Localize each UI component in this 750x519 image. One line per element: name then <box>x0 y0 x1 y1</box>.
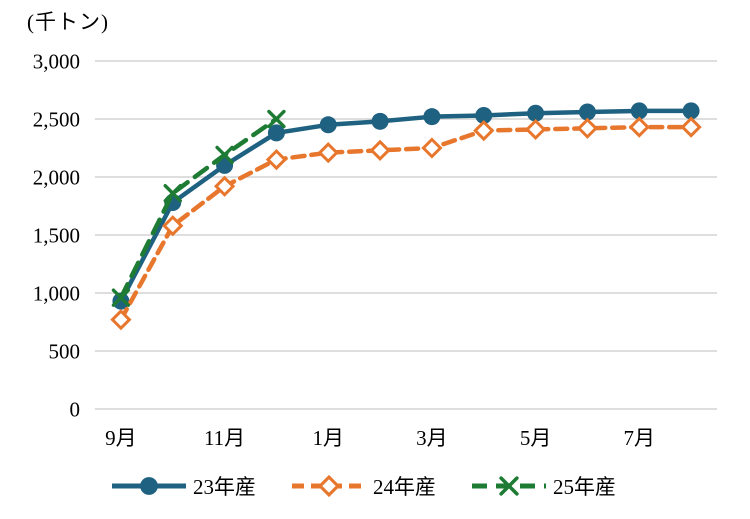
marker-diamond <box>524 118 547 141</box>
marker-diamond <box>265 148 288 171</box>
y-tick-label: 2,000 <box>33 166 80 190</box>
legend-label-25: 25年産 <box>553 475 616 499</box>
y-tick-label: 3,000 <box>33 50 80 74</box>
marker-x <box>163 184 182 203</box>
marker-circle <box>371 112 389 130</box>
marker-diamond <box>680 116 702 138</box>
y-tick-label: 500 <box>49 340 81 364</box>
series-line-1 <box>118 124 694 322</box>
marker-x <box>499 476 519 496</box>
marker-circle <box>319 116 337 134</box>
series-line-2 <box>118 116 279 300</box>
marker-diamond <box>576 117 599 139</box>
y-tick-label: 0 <box>70 398 81 422</box>
marker-x <box>267 109 286 129</box>
y-tick-label: 2,500 <box>33 108 80 132</box>
marker-diamond <box>473 119 495 142</box>
x-tick-label: 3月 <box>416 426 448 450</box>
marker-circle <box>682 102 700 120</box>
legend-label-23: 23年産 <box>193 475 256 499</box>
marker-x <box>111 288 131 307</box>
marker-diamond <box>162 215 184 237</box>
marker-circle <box>475 107 493 125</box>
legend-sample-23 <box>112 477 186 495</box>
y-axis-unit-label: (千トン) <box>27 10 109 34</box>
marker-diamond <box>110 309 132 331</box>
marker-diamond <box>317 142 339 164</box>
marker-diamond <box>369 139 391 161</box>
legend-sample-25 <box>472 476 546 496</box>
x-tick-label: 1月 <box>313 426 345 450</box>
legend-sample-24 <box>292 474 366 498</box>
marker-circle <box>527 104 545 122</box>
y-tick-label: 1,000 <box>33 282 80 306</box>
marker-diamond <box>213 175 236 197</box>
marker-circle <box>423 108 441 126</box>
marker-x <box>215 145 234 165</box>
marker-circle <box>578 103 596 121</box>
marker-diamond <box>317 474 341 498</box>
y-tick-label: 1,500 <box>33 224 80 248</box>
legend-item-24: 24年産 <box>290 471 436 501</box>
marker-circle <box>140 477 158 495</box>
marker-circle <box>267 124 285 142</box>
marker-diamond <box>628 116 650 138</box>
x-tick-label: 5月 <box>520 426 552 450</box>
legend-label-24: 24年産 <box>373 475 436 499</box>
x-tick-label: 7月 <box>624 426 656 450</box>
marker-circle <box>630 102 648 120</box>
legend-item-23: 23年産 <box>110 471 256 501</box>
series-line-0 <box>118 108 694 304</box>
marker-diamond <box>421 137 443 159</box>
marker-circle <box>112 292 130 310</box>
chart-legend: 23年産 24年産 25年産 <box>0 471 738 501</box>
x-tick-label: 11月 <box>204 426 245 450</box>
legend-item-25: 25年産 <box>470 471 616 501</box>
line-chart-plot: 0 500 1,000 1,500 2,000 2,500 3,000 9月 11月 1月 3月 5月… <box>33 50 717 450</box>
x-tick-label: 9月 <box>105 426 137 450</box>
